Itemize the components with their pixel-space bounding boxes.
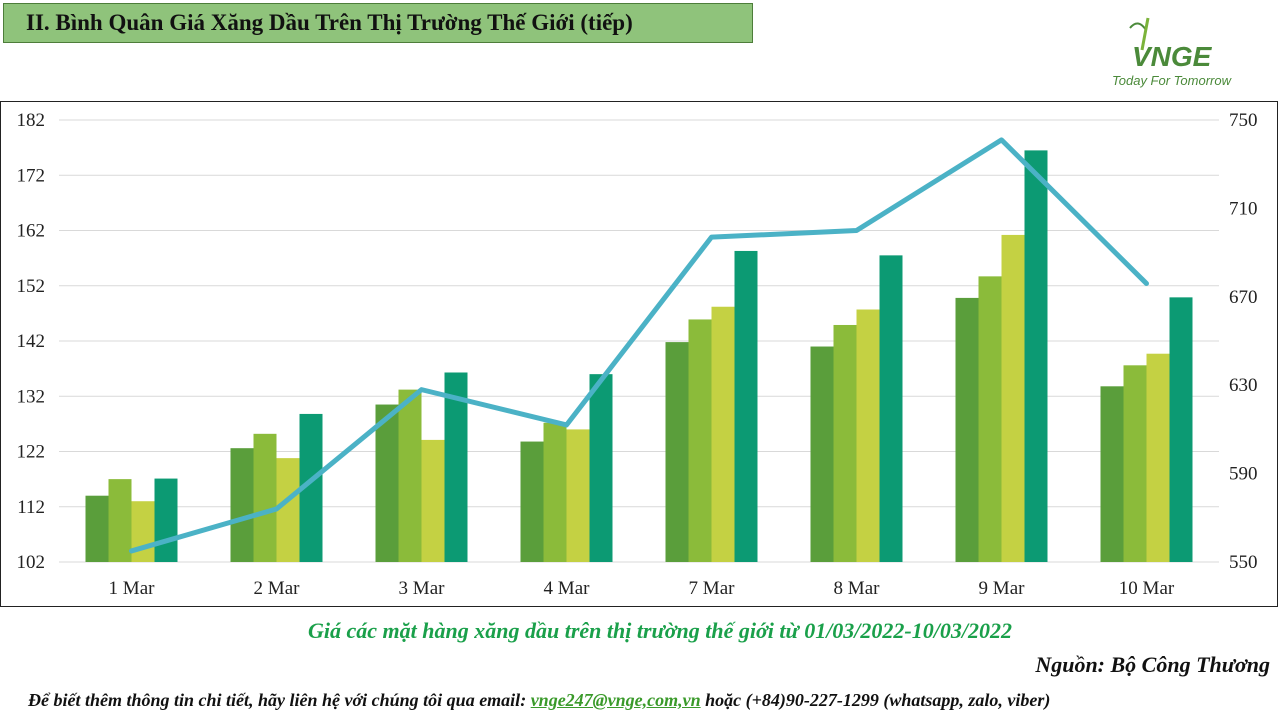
bar-series-2	[833, 324, 857, 562]
x-tick-label: 9 Mar	[979, 578, 1026, 599]
left-tick-label: 122	[17, 442, 46, 463]
x-tick-label: 8 Mar	[834, 578, 881, 599]
bar-series-3	[566, 429, 590, 562]
bar-series-3	[856, 309, 880, 562]
bar-series-2	[108, 479, 132, 562]
bar-series-4	[1169, 297, 1193, 562]
left-tick-label: 132	[17, 386, 46, 407]
logo-tagline: Today For Tomorrow	[1112, 73, 1231, 88]
bar-series-4	[879, 255, 903, 563]
bar-series-1	[810, 346, 834, 562]
vnge-logo: VNGE	[1129, 17, 1213, 72]
chart-caption: Giá các mặt hàng xăng dầu trên thị trườn…	[308, 618, 1012, 643]
left-y-axis: 102 112 122 132 142 152 162 172 182	[17, 110, 46, 573]
bar-series-2	[688, 319, 712, 562]
bar-series-1	[665, 342, 689, 562]
x-axis: 1 Mar 2 Mar 3 Mar 4 Mar 7 Mar 8 Mar 9 Mar 10 Ma…	[109, 578, 1175, 599]
right-tick-label: 670	[1229, 287, 1258, 308]
bar-series-3	[421, 439, 445, 562]
bar-series-4	[589, 374, 613, 562]
left-tick-label: 112	[17, 497, 45, 518]
bar-series-4	[1024, 150, 1048, 562]
section-title-banner: II. Bình Quân Giá Xăng Dầu Trên Thị Trườ…	[3, 3, 753, 43]
bar-series-1	[85, 495, 109, 562]
left-tick-label: 102	[17, 552, 46, 573]
x-tick-label: 10 Mar	[1119, 578, 1175, 599]
right-tick-label: 710	[1229, 198, 1258, 219]
x-tick-label: 7 Mar	[689, 578, 736, 599]
left-tick-label: 182	[17, 110, 46, 131]
bar-series-1	[955, 297, 979, 562]
bar-series-2	[1123, 365, 1147, 562]
x-tick-label: 2 Mar	[254, 578, 301, 599]
bar-series-4	[734, 250, 758, 562]
bar-series-3	[276, 458, 300, 562]
bar-series-2	[398, 389, 422, 562]
line-series	[129, 137, 1149, 554]
bar-series-1	[520, 441, 544, 562]
bar-series-2	[978, 276, 1002, 562]
bar-series-3	[131, 501, 155, 562]
bar-series-1	[1100, 386, 1124, 562]
section-title: II. Bình Quân Giá Xăng Dầu Trên Thị Trườ…	[26, 10, 633, 35]
bar-series-3	[1146, 353, 1170, 562]
logo-wordmark: VNGE	[1132, 41, 1213, 72]
contact-line: Để biết thêm thông tin chi tiết, hãy liê…	[28, 690, 1050, 711]
bar-series-4	[299, 413, 323, 562]
contact-suffix: hoặc (+84)90-227-1299 (whatsapp, zalo, v…	[700, 690, 1051, 710]
bar-series-2	[543, 422, 567, 562]
bar-series-1	[375, 404, 399, 562]
bar-series-4	[444, 372, 468, 562]
price-line	[129, 137, 1149, 554]
left-tick-label: 142	[17, 331, 46, 352]
bar-series-4	[154, 478, 178, 562]
bar-series-1	[230, 448, 254, 562]
left-tick-label: 172	[17, 165, 46, 186]
bar-series-3	[1001, 234, 1025, 563]
left-tick-label: 152	[17, 276, 46, 297]
bars	[85, 150, 1193, 563]
bar-series-3	[711, 306, 735, 562]
chart-frame: 102 112 122 132 142 152 162 172 182 550 590 630 670…	[0, 101, 1278, 607]
x-tick-label: 1 Mar	[109, 578, 156, 599]
right-tick-label: 630	[1229, 375, 1258, 396]
bar-series-2	[253, 433, 277, 562]
right-tick-label: 550	[1229, 552, 1258, 573]
right-tick-label: 590	[1229, 464, 1258, 485]
contact-email-link[interactable]: vnge247@vnge,com,vn	[530, 690, 701, 710]
source-note: Nguồn: Bộ Công Thương	[1035, 652, 1270, 677]
right-tick-label: 750	[1229, 110, 1258, 131]
right-y-axis: 550 590 630 670 710 750	[1229, 110, 1258, 573]
contact-prefix: Để biết thêm thông tin chi tiết, hãy liê…	[28, 690, 531, 710]
left-tick-label: 162	[17, 221, 46, 242]
x-tick-label: 4 Mar	[544, 578, 591, 599]
x-tick-label: 3 Mar	[399, 578, 446, 599]
price-chart: 102 112 122 132 142 152 162 172 182 550 590 630 670…	[17, 110, 1258, 599]
